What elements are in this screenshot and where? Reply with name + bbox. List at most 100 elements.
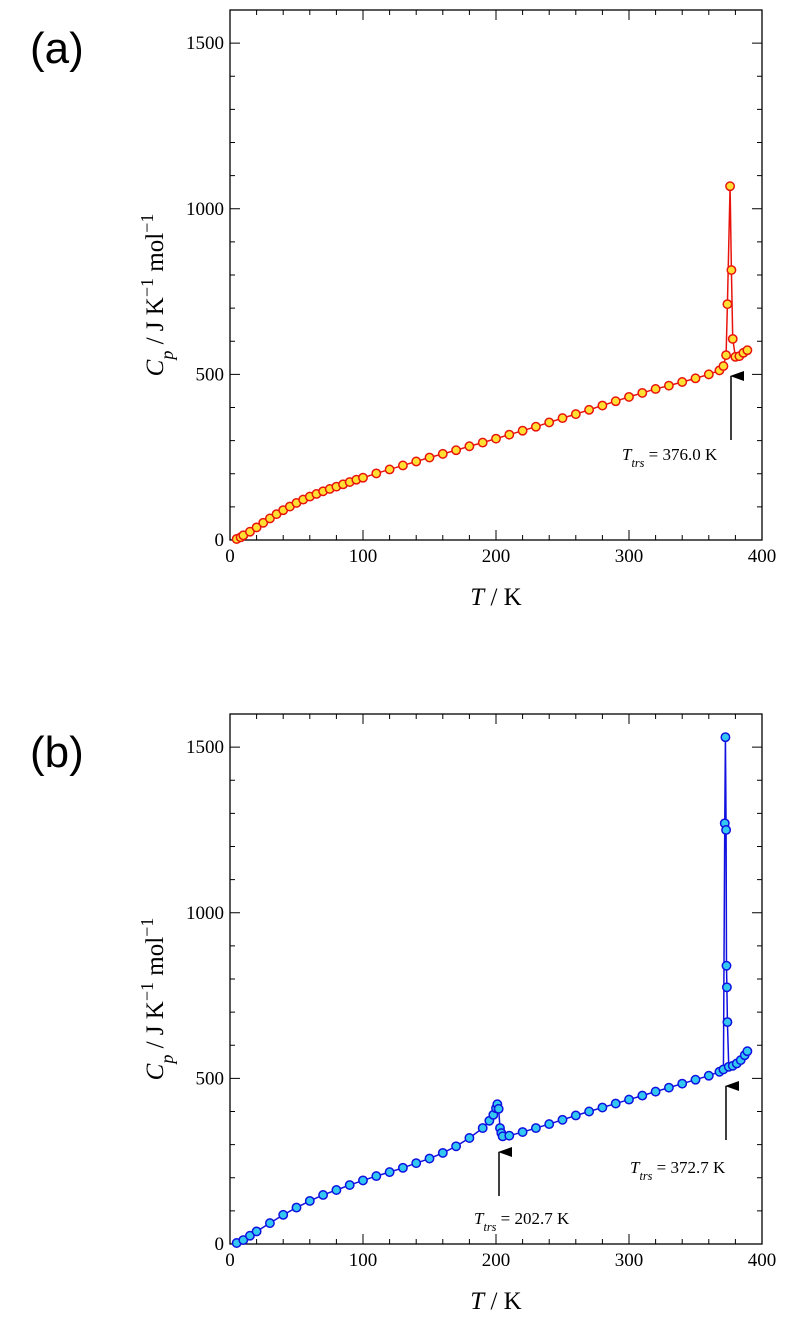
data-point (397, 460, 408, 471)
label-part: C (142, 359, 169, 376)
data-point (637, 387, 648, 398)
label-part: −1 (137, 214, 157, 233)
data-point (624, 391, 634, 402)
label-part: T (474, 1209, 485, 1228)
series-line (236, 186, 748, 540)
label-part: −1 (137, 982, 157, 1001)
y-axis-label: Cp / J K−1 mol−1 (137, 214, 177, 377)
label-part: / (484, 1288, 503, 1315)
label-part: trs (483, 1220, 496, 1234)
y-tick-label: 1000 (186, 199, 224, 220)
data-point (557, 413, 568, 424)
x-tick-label: 0 (225, 1250, 235, 1271)
data-point (371, 468, 382, 479)
x-tick-label: 200 (482, 1250, 511, 1271)
label-part: T (622, 445, 633, 464)
data-point (650, 384, 661, 394)
data-point (650, 1086, 661, 1097)
data-point (690, 1074, 701, 1085)
data-point (597, 400, 608, 411)
data-point (742, 345, 753, 356)
label-part: = 202.7 K (496, 1209, 570, 1228)
label-part: p (157, 1055, 177, 1066)
data-point (570, 409, 581, 420)
annotation: Ttrs = 372.7 K (630, 1158, 726, 1183)
data-point (451, 1141, 462, 1152)
annotation: Ttrs = 376.0 K (622, 445, 718, 470)
data-point (584, 404, 595, 415)
data-point (544, 417, 555, 428)
label-part: p (157, 351, 177, 362)
x-axis-label: T / K (470, 1288, 521, 1315)
label-part: J K (142, 297, 169, 331)
y-tick-label: 500 (196, 364, 225, 385)
data-point (727, 333, 738, 344)
data-point (544, 1119, 555, 1130)
data-point (721, 982, 732, 993)
data-point (677, 377, 688, 387)
label-part: T (630, 1158, 641, 1177)
y-tick-label: 1000 (186, 903, 224, 924)
data-point (637, 1090, 648, 1101)
data-point (291, 1202, 302, 1213)
data-point (722, 299, 733, 310)
data-point (238, 1235, 249, 1245)
label-part: / (142, 1035, 169, 1054)
data-point (703, 1070, 714, 1081)
data-point (570, 1110, 581, 1121)
label-part: = 376.0 K (644, 445, 718, 464)
data-point (331, 1185, 342, 1195)
label-part: K (504, 584, 522, 611)
panel-label: (a) (30, 24, 84, 73)
data-point (504, 1130, 515, 1141)
data-point (663, 1082, 674, 1093)
data-point (517, 425, 528, 436)
data-point (720, 732, 731, 743)
y-tick-label: 1500 (186, 737, 224, 758)
data-point (264, 1218, 275, 1229)
data-point (318, 1190, 329, 1200)
label-part: = 372.7 K (652, 1158, 726, 1177)
x-tick-label: 400 (748, 546, 777, 567)
data-point (517, 1127, 528, 1137)
y-tick-label: 0 (215, 1234, 225, 1255)
label-part: trs (639, 1169, 652, 1183)
data-point (384, 464, 395, 475)
data-point (464, 1133, 475, 1143)
data-point (411, 1158, 422, 1169)
data-point (258, 517, 269, 528)
label-part: T (470, 584, 486, 611)
data-point (690, 373, 701, 384)
data-point (245, 526, 255, 537)
data-point (464, 441, 475, 452)
data-point (424, 452, 435, 463)
label-part: T (470, 1288, 486, 1315)
x-axis-label: T / K (470, 584, 521, 611)
label-part: mol (142, 233, 169, 278)
data-point (477, 437, 488, 448)
data-point (677, 1078, 688, 1089)
data-point (584, 1106, 595, 1117)
y-tick-label: 1500 (186, 33, 224, 54)
data-point (491, 433, 501, 444)
label-part: J K (142, 1001, 169, 1035)
data-point (504, 429, 515, 440)
x-tick-label: 100 (349, 546, 378, 567)
data-point (371, 1171, 382, 1182)
x-tick-label: 200 (482, 546, 511, 567)
data-point (742, 1046, 753, 1057)
data-point (624, 1094, 634, 1105)
data-point (718, 361, 729, 372)
label-part: mol (142, 937, 169, 982)
data-point (397, 1162, 408, 1173)
data-point (610, 1098, 621, 1109)
label-part: / (484, 584, 503, 611)
data-point (597, 1102, 608, 1113)
data-point (384, 1167, 395, 1178)
data-point (722, 1017, 733, 1028)
x-tick-label: 300 (615, 546, 644, 567)
data-point (264, 513, 275, 524)
x-tick-label: 300 (615, 1250, 644, 1271)
data-point (424, 1153, 435, 1164)
